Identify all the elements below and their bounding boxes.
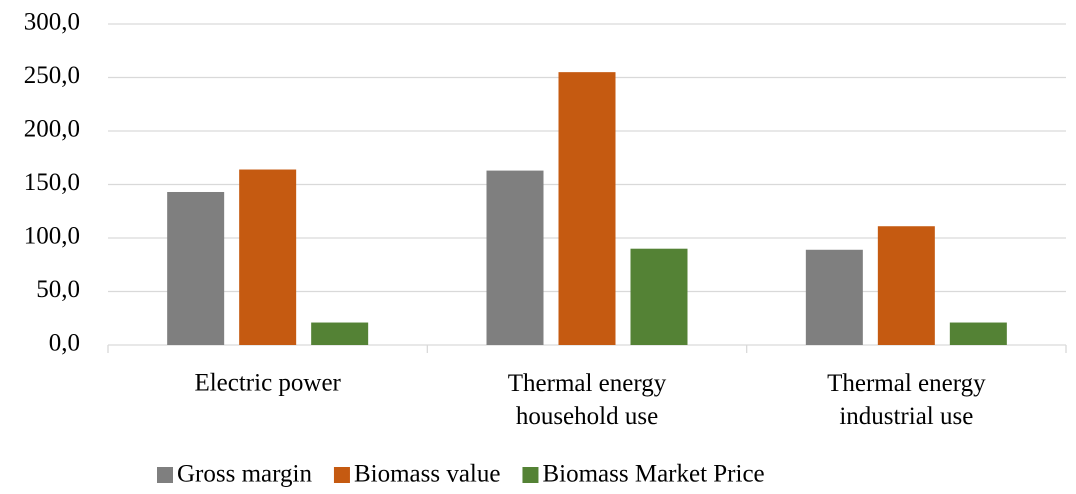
- bar: [311, 322, 369, 345]
- y-tick-label: 50,0: [36, 276, 80, 303]
- x-tick-label: Thermal energy household use: [508, 370, 667, 430]
- y-tick-label: 250,0: [24, 62, 80, 89]
- bar: [239, 169, 297, 345]
- y-tick-label: 300,0: [24, 9, 80, 36]
- bar: [558, 72, 616, 346]
- legend-label: Gross margin: [177, 461, 312, 488]
- y-tick-label: 0,0: [49, 330, 80, 357]
- bar: [630, 248, 688, 345]
- y-tick-label: 150,0: [24, 169, 80, 196]
- bar: [167, 191, 225, 345]
- legend-swatch: [333, 467, 350, 483]
- bar: [486, 170, 544, 345]
- x-tick-label: Electric power: [194, 370, 341, 397]
- legend-swatch: [157, 467, 173, 483]
- bar: [949, 322, 1007, 345]
- x-tick-label: Thermal energy industrial use: [827, 370, 986, 430]
- y-tick-label: 100,0: [24, 223, 80, 250]
- y-tick-label: 200,0: [24, 116, 80, 143]
- legend-label: Biomass value: [354, 461, 501, 488]
- legend-swatch: [522, 467, 539, 483]
- bar: [805, 249, 863, 345]
- bar: [877, 226, 935, 345]
- legend-label: Biomass Market Price: [542, 461, 764, 488]
